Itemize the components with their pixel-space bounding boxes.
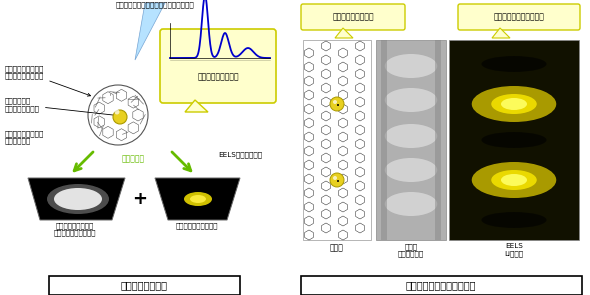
- FancyBboxPatch shape: [300, 276, 582, 294]
- Polygon shape: [135, 3, 165, 60]
- Text: EELS
Li原子像: EELS Li原子像: [504, 243, 523, 257]
- Ellipse shape: [491, 94, 537, 114]
- Ellipse shape: [54, 188, 102, 210]
- Ellipse shape: [481, 132, 546, 148]
- Text: リチウムは見えない: リチウムは見えない: [332, 12, 374, 22]
- Ellipse shape: [385, 124, 437, 148]
- Text: 従来の
電子顕微鏡像: 従来の 電子顕微鏡像: [398, 243, 424, 257]
- Ellipse shape: [491, 170, 537, 190]
- Text: 各元素に特有の信号: 各元素に特有の信号: [197, 72, 239, 81]
- Circle shape: [113, 110, 127, 124]
- Ellipse shape: [184, 192, 212, 206]
- FancyBboxPatch shape: [303, 40, 371, 240]
- FancyBboxPatch shape: [160, 29, 276, 103]
- Circle shape: [114, 109, 120, 114]
- Ellipse shape: [385, 88, 437, 112]
- Ellipse shape: [385, 54, 437, 78]
- Text: 同時に取得: 同時に取得: [122, 155, 145, 163]
- Text: 軽元素を守るケージ
（フラーレンなど）: 軽元素を守るケージ （フラーレンなど）: [5, 65, 90, 96]
- Text: 実際のリチウム単原子観察: 実際のリチウム単原子観察: [406, 280, 476, 290]
- FancyBboxPatch shape: [381, 40, 387, 240]
- Text: モデル: モデル: [330, 243, 344, 252]
- Ellipse shape: [481, 56, 546, 72]
- Ellipse shape: [47, 184, 109, 214]
- FancyBboxPatch shape: [458, 4, 580, 30]
- Circle shape: [337, 104, 339, 106]
- Polygon shape: [335, 28, 353, 38]
- Circle shape: [333, 176, 337, 180]
- Polygon shape: [492, 28, 510, 38]
- FancyBboxPatch shape: [435, 40, 441, 240]
- Text: +: +: [133, 190, 148, 208]
- Circle shape: [330, 97, 344, 111]
- Text: EELSによる原子像: EELSによる原子像: [218, 152, 262, 158]
- FancyBboxPatch shape: [449, 40, 579, 240]
- Ellipse shape: [501, 174, 527, 186]
- Circle shape: [330, 173, 344, 187]
- Polygon shape: [28, 178, 125, 220]
- Text: 軽元素を可視化できる: 軽元素を可視化できる: [176, 222, 218, 229]
- Circle shape: [333, 100, 337, 104]
- FancyBboxPatch shape: [301, 4, 405, 30]
- Circle shape: [337, 180, 339, 182]
- Ellipse shape: [190, 195, 206, 203]
- Text: 位置がはっきりとわかる: 位置がはっきりとわかる: [494, 12, 545, 22]
- Text: ケージのみが見える
（軽元素は見えない）: ケージのみが見える （軽元素は見えない）: [54, 222, 96, 236]
- Polygon shape: [155, 178, 240, 220]
- FancyBboxPatch shape: [48, 276, 240, 294]
- Ellipse shape: [385, 192, 437, 216]
- Text: 電子線（低加速でエネルギーを抑える）: 電子線（低加速でエネルギーを抑える）: [116, 1, 194, 8]
- Text: 従来の電子顕微鏡像
（暗視野像）: 従来の電子顕微鏡像 （暗視野像）: [5, 130, 44, 144]
- Polygon shape: [185, 100, 208, 112]
- Text: 今回開発した手法: 今回開発した手法: [120, 280, 168, 290]
- FancyBboxPatch shape: [376, 40, 446, 240]
- Text: 目的の軽元素
（リチウムなど）: 目的の軽元素 （リチウムなど）: [5, 98, 119, 117]
- Ellipse shape: [472, 162, 556, 198]
- Ellipse shape: [472, 86, 556, 122]
- Ellipse shape: [481, 212, 546, 228]
- Ellipse shape: [385, 158, 437, 182]
- Ellipse shape: [501, 98, 527, 110]
